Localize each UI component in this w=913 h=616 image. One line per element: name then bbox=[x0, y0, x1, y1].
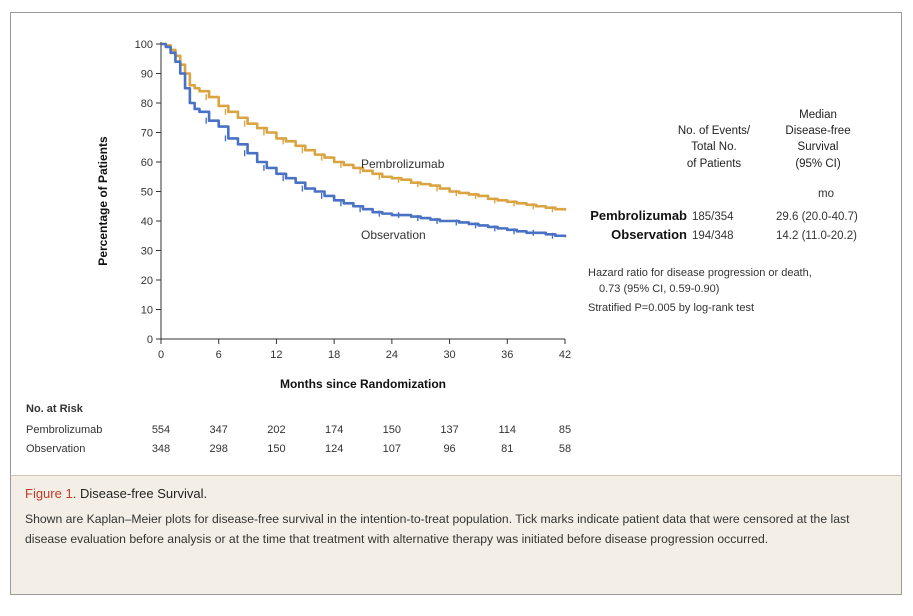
at-risk-value: 347 bbox=[210, 424, 228, 436]
x-tick-label: 42 bbox=[559, 349, 571, 361]
pembrolizumab-label: Pembrolizumab bbox=[361, 157, 445, 171]
y-tick-label: 20 bbox=[141, 275, 153, 287]
figure-frame: 0 10 20 30 40 50 60 70 80 90 100 0 6 12 18 24 30 36 42 Mon… bbox=[10, 12, 902, 595]
at-risk-value: 107 bbox=[383, 443, 401, 455]
at-risk-value: 298 bbox=[210, 443, 228, 455]
median-header-line: Disease-free bbox=[785, 125, 850, 137]
at-risk-value: 114 bbox=[499, 424, 517, 436]
y-tick-label: 100 bbox=[135, 39, 153, 51]
stats-row-observation: Observation 194/348 14.2 (11.0-20.2) bbox=[611, 227, 857, 242]
x-tick-label: 6 bbox=[216, 349, 222, 361]
at-risk-row-name: Observation bbox=[26, 443, 85, 455]
x-tick-label: 18 bbox=[328, 349, 340, 361]
hazard-ratio-ci-note: 0.73 (95% CI, 0.59-0.90) bbox=[599, 283, 719, 295]
at-risk-title: No. at Risk bbox=[26, 403, 84, 415]
events-header-line: of Patients bbox=[687, 158, 742, 170]
y-tick-label: 50 bbox=[141, 187, 153, 199]
stats-row-median: 14.2 (11.0-20.2) bbox=[776, 230, 857, 242]
y-tick-label: 0 bbox=[147, 334, 153, 346]
observation-label: Observation bbox=[361, 228, 426, 242]
events-header-line: No. of Events/ bbox=[678, 125, 751, 137]
p-value-note: Stratified P=0.005 by log-rank test bbox=[588, 302, 754, 314]
at-risk-value: 124 bbox=[325, 443, 343, 455]
stats-row-events: 194/348 bbox=[692, 230, 734, 242]
at-risk-value: 150 bbox=[383, 424, 401, 436]
kaplan-meier-chart: 0 10 20 30 40 50 60 70 80 90 100 0 6 12 18 24 30 36 42 Mon… bbox=[26, 39, 858, 455]
at-risk-value: 348 bbox=[152, 443, 170, 455]
caption-title: Figure 1. Disease-free Survival. bbox=[25, 486, 887, 501]
events-header-line: Total No. bbox=[691, 141, 736, 153]
at-risk-value: 554 bbox=[152, 424, 170, 436]
median-header-line: Median bbox=[799, 109, 837, 121]
median-header-line: Survival bbox=[798, 141, 839, 153]
stats-row-median: 29.6 (20.0-40.7) bbox=[776, 211, 858, 223]
figure-label: Figure 1. bbox=[25, 486, 77, 501]
stats-header: No. of Events/ Total No. of Patients Med… bbox=[678, 109, 851, 200]
y-tick-label: 10 bbox=[141, 305, 153, 317]
y-tick-label: 40 bbox=[141, 216, 153, 228]
figure-area: 0 10 20 30 40 50 60 70 80 90 100 0 6 12 18 24 30 36 42 Mon… bbox=[11, 13, 901, 475]
at-risk-values: 554 347 202 174 150 137 114 85 348 298 150 124 107 96… bbox=[152, 424, 571, 455]
stats-row-name: Observation bbox=[611, 227, 687, 242]
x-tick-label: 36 bbox=[501, 349, 513, 361]
y-tick-label: 70 bbox=[141, 128, 153, 140]
x-tick-label: 0 bbox=[158, 349, 164, 361]
median-header-line: (95% CI) bbox=[795, 158, 841, 170]
curves bbox=[161, 42, 567, 239]
at-risk-value: 96 bbox=[443, 443, 455, 455]
caption-box: Figure 1. Disease-free Survival. Shown a… bbox=[11, 475, 901, 594]
observation-curve bbox=[161, 42, 567, 238]
x-tick-label: 24 bbox=[386, 349, 398, 361]
y-tick-label: 80 bbox=[141, 98, 153, 110]
at-risk-value: 58 bbox=[559, 443, 571, 455]
stats-row-events: 185/354 bbox=[692, 211, 734, 223]
stats-notes: Hazard ratio for disease progression or … bbox=[588, 267, 812, 314]
hazard-ratio-note: Hazard ratio for disease progression or … bbox=[588, 267, 812, 279]
axes: 0 10 20 30 40 50 60 70 80 90 100 0 6 12 18 24 30 36 42 bbox=[135, 39, 571, 361]
median-unit: mo bbox=[818, 188, 834, 200]
at-risk-row-name: Pembrolizumab bbox=[26, 424, 102, 436]
stats-row-pembrolizumab: Pembrolizumab 185/354 29.6 (20.0-40.7) bbox=[590, 208, 858, 223]
y-tick-label: 30 bbox=[141, 246, 153, 258]
caption-text: Shown are Kaplan–Meier plots for disease… bbox=[25, 512, 850, 546]
y-axis-title: Percentage of Patients bbox=[96, 136, 110, 266]
x-tick-label: 12 bbox=[270, 349, 282, 361]
x-tick-label: 30 bbox=[443, 349, 455, 361]
stats-row-name: Pembrolizumab bbox=[590, 208, 687, 223]
at-risk-value: 81 bbox=[501, 443, 513, 455]
y-tick-label: 90 bbox=[141, 69, 153, 81]
figure-title: Disease-free Survival. bbox=[79, 486, 208, 501]
at-risk-value: 174 bbox=[325, 424, 343, 436]
y-tick-label: 60 bbox=[141, 157, 153, 169]
at-risk-value: 85 bbox=[559, 424, 571, 436]
at-risk-value: 137 bbox=[440, 424, 458, 436]
x-axis-title: Months since Randomization bbox=[280, 377, 446, 391]
at-risk-value: 150 bbox=[267, 443, 285, 455]
at-risk-value: 202 bbox=[267, 424, 285, 436]
